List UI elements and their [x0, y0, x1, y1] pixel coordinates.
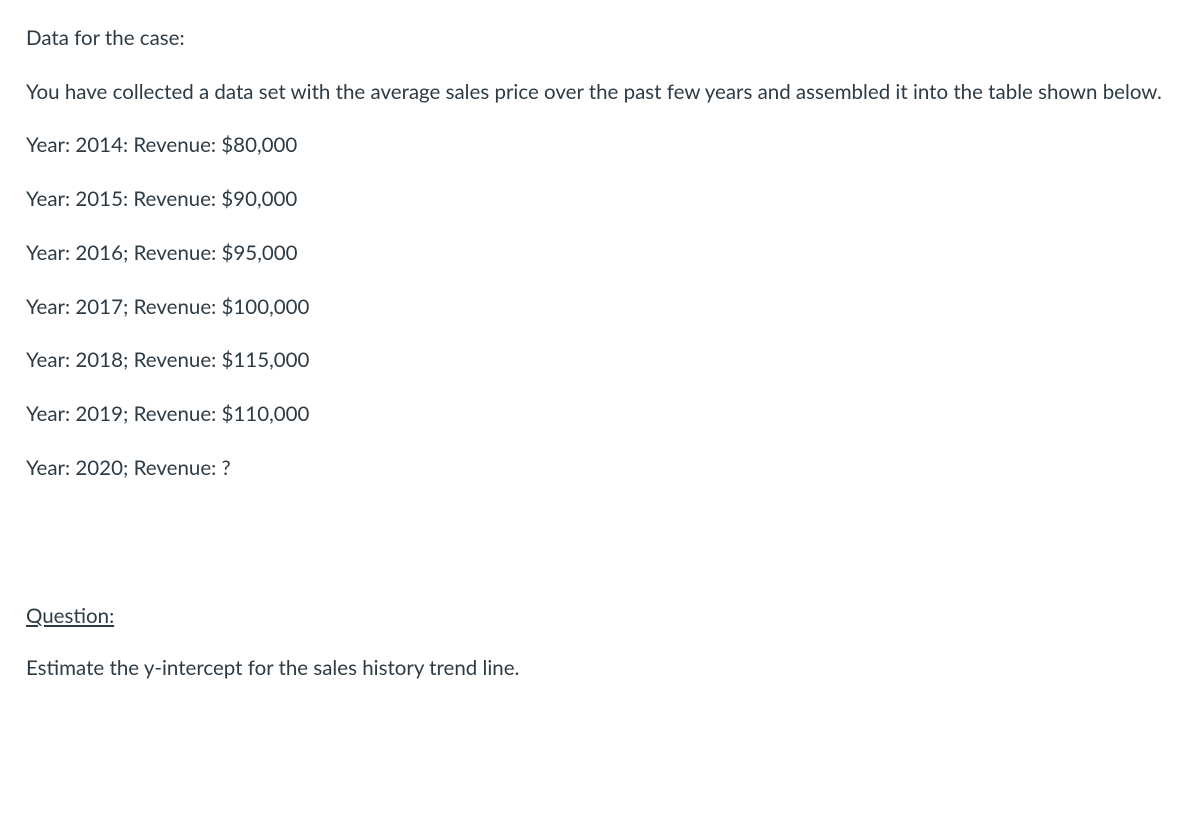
data-row-2014: Year: 2014: Revenue: $80,000	[26, 131, 1174, 161]
data-row-2016: Year: 2016; Revenue: $95,000	[26, 239, 1174, 269]
data-row-2015: Year: 2015: Revenue: $90,000	[26, 185, 1174, 215]
data-row-2017: Year: 2017; Revenue: $100,000	[26, 293, 1174, 323]
spacer	[26, 507, 1174, 602]
data-row-2018: Year: 2018; Revenue: $115,000	[26, 346, 1174, 376]
question-text: Estimate the y-intercept for the sales h…	[26, 654, 1174, 684]
data-row-2020: Year: 2020; Revenue: ?	[26, 454, 1174, 484]
question-heading: Question:	[26, 602, 1174, 632]
case-heading: Data for the case:	[26, 24, 1174, 54]
case-description: You have collected a data set with the a…	[26, 78, 1174, 108]
data-row-2019: Year: 2019; Revenue: $110,000	[26, 400, 1174, 430]
